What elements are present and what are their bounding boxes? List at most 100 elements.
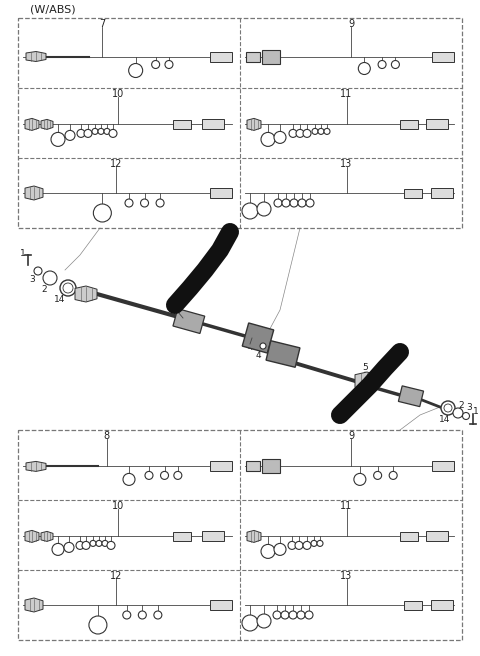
Bar: [173, 309, 205, 333]
Circle shape: [373, 472, 382, 480]
Text: 10: 10: [112, 501, 124, 511]
Circle shape: [104, 129, 110, 134]
Circle shape: [288, 541, 296, 549]
Text: 3: 3: [29, 276, 35, 285]
Bar: [210, 188, 232, 198]
Polygon shape: [25, 186, 43, 200]
Polygon shape: [355, 372, 379, 390]
Circle shape: [129, 64, 143, 77]
Text: 3: 3: [466, 403, 472, 413]
Circle shape: [444, 404, 452, 412]
Circle shape: [260, 343, 266, 349]
Circle shape: [65, 131, 75, 140]
Text: 11: 11: [340, 501, 353, 511]
Bar: [431, 600, 453, 610]
Polygon shape: [25, 598, 43, 612]
Bar: [404, 600, 422, 609]
Circle shape: [52, 543, 64, 556]
Polygon shape: [25, 531, 39, 543]
Text: =====: =====: [427, 122, 448, 127]
Circle shape: [109, 129, 117, 137]
Circle shape: [145, 472, 153, 480]
Text: 1: 1: [20, 249, 26, 258]
Polygon shape: [25, 118, 39, 131]
Circle shape: [242, 203, 258, 219]
Circle shape: [298, 199, 306, 207]
Text: =====: =====: [427, 534, 448, 539]
Circle shape: [273, 611, 281, 619]
Bar: [173, 532, 192, 541]
Circle shape: [154, 611, 162, 619]
Circle shape: [274, 131, 286, 144]
Text: 2: 2: [458, 401, 464, 409]
Text: 6: 6: [172, 304, 178, 312]
Circle shape: [453, 408, 463, 418]
Bar: [246, 52, 260, 62]
Polygon shape: [41, 531, 53, 541]
Text: 13: 13: [340, 159, 353, 169]
Circle shape: [90, 541, 96, 546]
Circle shape: [152, 60, 160, 68]
Polygon shape: [41, 119, 53, 129]
Text: =====: =====: [432, 190, 452, 195]
Circle shape: [297, 611, 305, 619]
Bar: [262, 49, 280, 64]
Polygon shape: [75, 286, 97, 302]
Circle shape: [354, 474, 366, 485]
Polygon shape: [26, 52, 46, 62]
Text: =====: =====: [211, 602, 231, 607]
Text: 10: 10: [112, 89, 124, 99]
Text: 4: 4: [255, 350, 261, 359]
Circle shape: [289, 611, 297, 619]
Text: =====: =====: [211, 464, 231, 469]
Circle shape: [261, 544, 275, 558]
Text: (W/ABS): (W/ABS): [30, 5, 76, 15]
Circle shape: [312, 129, 318, 134]
Circle shape: [274, 199, 282, 207]
Circle shape: [123, 474, 135, 485]
Polygon shape: [247, 118, 261, 131]
Text: 4: 4: [247, 344, 253, 352]
Text: =====: =====: [211, 54, 231, 59]
Circle shape: [257, 614, 271, 628]
Circle shape: [60, 280, 76, 296]
Bar: [266, 340, 300, 367]
Bar: [202, 531, 224, 541]
Circle shape: [306, 199, 314, 207]
Text: =====: =====: [203, 534, 224, 539]
Text: ====: ====: [401, 534, 417, 539]
Text: 7: 7: [99, 19, 106, 29]
Circle shape: [34, 267, 42, 275]
Text: 12: 12: [109, 571, 122, 581]
Bar: [246, 461, 260, 472]
Circle shape: [318, 129, 324, 134]
Circle shape: [261, 133, 275, 146]
Circle shape: [89, 616, 107, 634]
Circle shape: [84, 129, 92, 137]
Circle shape: [463, 413, 469, 419]
Text: 13: 13: [340, 571, 353, 581]
Circle shape: [295, 541, 303, 549]
Bar: [427, 531, 448, 541]
Text: 12: 12: [109, 159, 122, 169]
Text: ====: ====: [405, 190, 421, 195]
Circle shape: [63, 283, 73, 293]
Text: ====: ====: [405, 602, 421, 607]
Text: 14: 14: [439, 415, 451, 424]
Circle shape: [441, 401, 455, 415]
Bar: [18, 18, 462, 228]
Circle shape: [290, 199, 298, 207]
Bar: [431, 188, 453, 198]
Bar: [432, 461, 454, 472]
Circle shape: [174, 472, 182, 480]
Circle shape: [242, 615, 258, 631]
Text: 11: 11: [340, 89, 353, 99]
Bar: [210, 461, 232, 472]
Circle shape: [77, 129, 85, 137]
Bar: [400, 120, 418, 129]
Bar: [398, 386, 423, 407]
Circle shape: [125, 199, 133, 207]
Circle shape: [138, 611, 146, 619]
Bar: [242, 323, 274, 353]
Polygon shape: [247, 531, 261, 543]
